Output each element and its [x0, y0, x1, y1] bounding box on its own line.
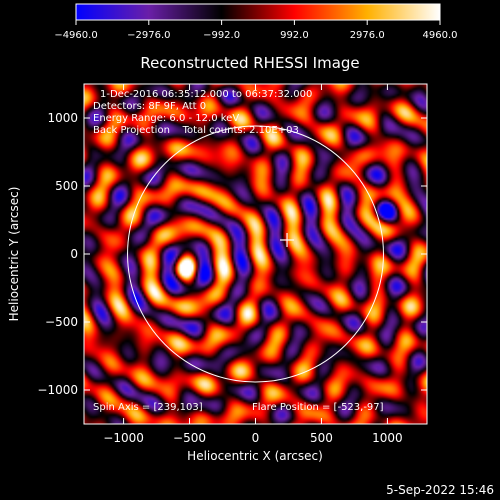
- colorbar-tick-label: 992.0: [280, 30, 309, 41]
- heatmap-image: [84, 84, 427, 424]
- annotation-energy: Energy Range: 6.0 - 12.0 keV: [93, 113, 239, 124]
- colorbar-tick-label: 4960.0: [423, 30, 458, 41]
- colorbar-tick-label: −4960.0: [54, 30, 97, 41]
- solar-limb-circle: [127, 125, 384, 383]
- spin-axis-label: Spin Axis = [239,103]: [93, 402, 203, 413]
- annotation-detectors: Detectors: 8F 9F, Att 0: [93, 101, 206, 112]
- x-tick-label: 500: [310, 431, 333, 445]
- colorbar-tick-label: −2976.0: [127, 30, 170, 41]
- x-tick-label: −1000: [103, 431, 144, 445]
- annotation-method: Back Projection Total counts: 2.10E+03: [93, 125, 299, 136]
- annotation-time-range: 1-Dec-2016 06:35:12.000 to 06:37:32.000: [100, 89, 312, 100]
- y-tick-label: 0: [70, 247, 78, 261]
- colorbar-tick-label: 2976.0: [350, 30, 385, 41]
- y-axis-label: Heliocentric Y (arcsec): [7, 187, 21, 322]
- axes: −1000 −500 0 500 1000 −1000 −500 0 500 1000: [37, 84, 427, 445]
- x-tick-label: −500: [173, 431, 206, 445]
- y-tick-label: 1000: [47, 111, 78, 125]
- y-tick-label: −1000: [37, 383, 78, 397]
- x-tick-label: 1000: [372, 431, 403, 445]
- y-tick-label: 500: [55, 179, 78, 193]
- colorbar-tick-label: −992.0: [203, 30, 240, 41]
- colorbar: [75, 3, 441, 21]
- spin-axis-crosshair: [280, 232, 295, 247]
- chart-title: Reconstructed RHESSI Image: [140, 54, 359, 72]
- render-timestamp: 5-Sep-2022 15:46: [386, 483, 494, 497]
- flare-position-label: Flare Position = [-523,-97]: [252, 402, 384, 413]
- y-tick-label: −500: [45, 315, 78, 329]
- colorbar-ticks: −4960.0 −2976.0 −992.0 992.0 2976.0 4960.0: [54, 20, 458, 41]
- x-tick-label: 0: [252, 431, 260, 445]
- x-axis-label: Heliocentric X (arcsec): [187, 449, 323, 463]
